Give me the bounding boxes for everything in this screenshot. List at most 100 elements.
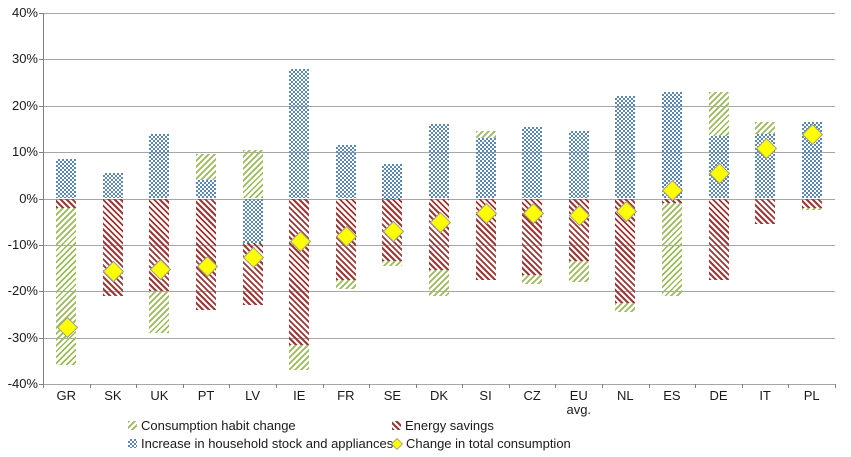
y-axis-tick — [39, 337, 43, 339]
bar-segment-fr-habit — [335, 279, 356, 289]
x-axis-tick — [555, 384, 557, 388]
bar-segment-pt-habit — [196, 154, 217, 180]
bar-segment-si-stock — [475, 138, 496, 199]
y-tick-label: 20% — [11, 97, 38, 113]
bar-segment-pt-savings — [196, 198, 217, 310]
bar-segment-eu-avg-habit — [568, 261, 589, 282]
bar-segment-de-habit — [708, 91, 729, 136]
bar-segment-pl-habit — [801, 207, 822, 211]
bar-segment-dk-stock — [429, 124, 449, 199]
y-tick-label: -10% — [7, 236, 38, 252]
y-tick-label: -20% — [7, 283, 38, 299]
bar-segment-nl-savings — [615, 198, 636, 303]
bar-segment-es-habit — [661, 203, 682, 296]
bar-segment-cz-stock — [522, 126, 543, 199]
x-category-label-es: ES — [663, 388, 681, 403]
x-axis-tick — [43, 384, 44, 388]
bar-segment-si-habit — [475, 131, 496, 139]
bar-segment-ie-habit — [289, 344, 310, 371]
legend-label: Change in total consumption — [406, 436, 571, 451]
bar-segment-dk-savings — [429, 198, 449, 271]
x-axis-tick — [602, 384, 604, 388]
x-category-label-sk: SK — [104, 388, 122, 403]
blue-checker-swatch-icon — [128, 439, 137, 448]
x-category-label-cz: CZ — [523, 388, 541, 403]
legend-item-household-stock: Increase in household stock and applianc… — [128, 436, 393, 451]
bar-segment-gr-stock — [56, 159, 77, 199]
bar-segment-pl-savings — [801, 198, 822, 208]
x-axis-tick — [182, 384, 184, 388]
gridline — [43, 337, 835, 339]
bar-segment-se-habit — [382, 261, 403, 266]
x-axis-tick — [788, 384, 790, 388]
bar-segment-ie-stock — [289, 68, 310, 199]
x-category-label-eu-avg: EU avg. — [566, 388, 592, 417]
x-axis-tick — [136, 384, 138, 388]
bar-segment-pt-stock — [196, 179, 217, 199]
x-category-label-uk: UK — [150, 388, 169, 403]
y-tick-label: 40% — [11, 5, 38, 20]
bar-segment-uk-stock — [149, 133, 170, 199]
bar-segment-de-savings — [708, 198, 729, 280]
y-tick-label: 10% — [11, 144, 38, 160]
legend-item-energy-savings: Energy savings — [392, 418, 494, 433]
legend-label: Energy savings — [405, 418, 494, 433]
y-tick-label: 30% — [11, 51, 38, 67]
bar-segment-eu-avg-stock — [568, 131, 589, 199]
y-axis-line — [43, 13, 44, 384]
bar-segment-uk-habit — [149, 291, 170, 333]
bar-segment-es-stock — [661, 91, 682, 199]
bar-segment-pl-stock — [801, 121, 822, 199]
bar-segment-sk-stock — [102, 172, 123, 199]
gridline — [43, 59, 835, 61]
x-axis-tick — [508, 384, 510, 388]
legend-label: Increase in household stock and applianc… — [141, 436, 394, 451]
x-axis-tick — [229, 384, 231, 388]
x-category-label-pl: PL — [803, 388, 820, 403]
red-hatch-swatch-icon — [392, 421, 401, 430]
x-axis-tick — [741, 384, 743, 388]
bar-segment-it-savings — [755, 198, 776, 224]
gridline — [43, 384, 835, 385]
y-axis-tick — [39, 13, 43, 14]
y-axis-tick — [39, 152, 43, 154]
x-axis-tick — [369, 384, 371, 388]
y-axis-tick — [39, 244, 43, 246]
legend-item-total-consumption: Change in total consumption — [390, 436, 571, 451]
gridline — [43, 105, 835, 107]
legend-item-consumption-habit-change: Consumption habit change — [128, 418, 296, 433]
y-axis-tick — [39, 291, 43, 293]
y-axis-tick — [39, 59, 43, 61]
bar-segment-cz-habit — [522, 275, 543, 285]
bar-segment-lv-habit — [242, 149, 263, 199]
bar-segment-lv-stock — [242, 198, 263, 243]
x-axis-tick — [415, 384, 417, 388]
bar-segment-fr-stock — [335, 145, 356, 199]
x-category-label-si: SI — [479, 388, 492, 403]
y-tick-label: 0% — [19, 190, 38, 206]
bar-segment-gr-habit — [56, 207, 77, 366]
x-category-label-se: SE — [383, 388, 402, 403]
x-category-label-gr: GR — [56, 388, 77, 403]
y-tick-label: -30% — [7, 329, 38, 345]
x-axis-tick — [322, 384, 324, 388]
x-category-label-fr: FR — [337, 388, 355, 403]
bar-segment-it-habit — [755, 121, 776, 134]
x-axis-tick — [275, 384, 277, 388]
x-axis-tick — [462, 384, 464, 388]
x-category-label-it: IT — [759, 388, 771, 403]
y-axis-tick — [39, 384, 43, 385]
green-hatch-swatch-icon — [128, 421, 137, 430]
x-category-label-dk: DK — [429, 388, 449, 403]
legend-label: Consumption habit change — [141, 418, 296, 433]
x-category-label-nl: NL — [617, 388, 634, 403]
x-axis-tick — [695, 384, 697, 388]
gridline — [43, 13, 835, 14]
x-category-label-pt: PT — [197, 388, 215, 403]
x-axis-tick — [835, 384, 836, 388]
x-category-label-de: DE — [709, 388, 728, 403]
y-axis-tick — [39, 198, 43, 200]
x-category-label-lv: LV — [245, 388, 261, 403]
y-tick-label: -40% — [7, 376, 38, 391]
